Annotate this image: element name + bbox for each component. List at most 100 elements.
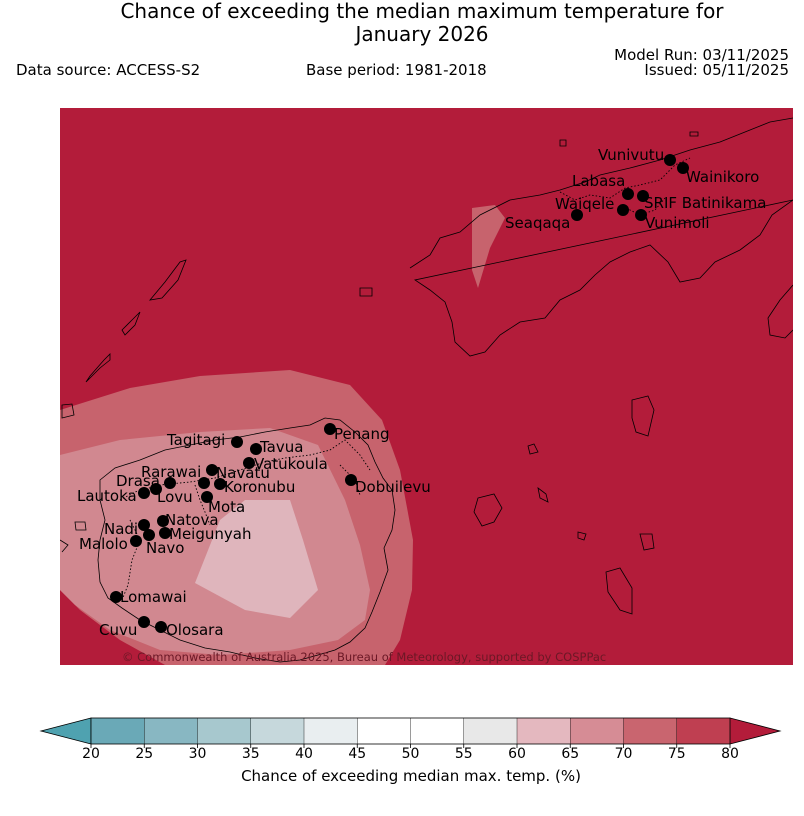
colorbar-bin [250,718,305,744]
station-rarawai[interactable]: Rarawai [141,463,210,489]
station-lomawai[interactable]: Lomawai [110,588,187,606]
colorbar: 20 25 30 35 40 45 50 55 60 65 70 75 80 Chance of exc… [39,717,782,785]
station-vunimoli[interactable]: Vunimoli [635,209,710,232]
station-koronubu[interactable]: Koronubu [214,478,295,496]
station-label: Waiqele [555,195,614,213]
station-marker [324,423,336,435]
station-waiqele[interactable]: Waiqele [555,195,629,216]
station-markers: Vunivutu Wainikoro Labasa Waiqele SRIF B… [77,146,766,639]
station-label: Seaqaqa [505,214,570,232]
station-vunivutu[interactable]: Vunivutu [598,146,676,166]
station-marker [138,616,150,628]
copyright-notice: © Commonwealth of Australia 2025, Bureau… [122,650,606,664]
colorbar-tick-label: 50 [402,746,420,762]
station-drasa[interactable]: Drasa [116,472,176,490]
station-marker [250,443,262,455]
colorbar-bin [676,718,731,744]
probability-field-70-75-north [472,205,505,288]
station-label: Lovu [157,488,193,506]
station-label: Rarawai [141,463,201,481]
station-label: Labasa [572,172,625,190]
station-marker [143,529,155,541]
model-run: Model Run: 03/11/2025 [614,46,789,64]
issued-date: Issued: 05/11/2025 [644,61,789,79]
station-marker [345,474,357,486]
station-navo[interactable]: Navo [143,529,184,557]
station-label: Dobuilevu [355,478,431,496]
colorbar-tick-label: 75 [668,746,686,762]
colorbar-tick-label: 20 [82,746,100,762]
station-label: Meigunyah [169,525,251,543]
station-marker [231,436,243,448]
station-marker [198,477,210,489]
station-label: Nadi [104,520,138,538]
station-navatu[interactable]: Navatu [206,464,270,482]
station-label: Drasa [116,472,160,490]
data-source: Data source: ACCESS-S2 [16,61,201,79]
colorbar-tick-label: 30 [189,746,207,762]
station-marker [150,483,162,495]
base-period: Base period: 1981-2018 [306,61,487,79]
station-label: Navo [146,539,184,557]
station-seaqaqa[interactable]: Seaqaqa [505,209,583,232]
station-marker [664,154,676,166]
station-label: Lautoka [77,487,137,505]
station-lautoka[interactable]: Lautoka [77,487,150,505]
colorbar-tick-label: 45 [348,746,366,762]
station-marker [206,464,218,476]
station-label: Vatukoula [254,455,328,473]
station-lovu[interactable]: Lovu [150,483,193,506]
station-marker [155,621,167,633]
station-natova[interactable]: Natova [157,511,219,529]
station-dobuilevu[interactable]: Dobuilevu [345,474,431,496]
station-label: Vunimoli [645,214,710,232]
map-title: Chance of exceeding the median maximum t… [0,0,804,46]
station-srif-batinikama[interactable]: SRIF Batinikama [637,190,766,212]
station-marker [622,188,634,200]
station-marker [164,477,176,489]
colorbar-bin [357,718,411,744]
station-marker [243,457,255,469]
colorbar-bin [304,718,358,744]
station-marker [138,487,150,499]
station-marker [571,209,583,221]
station-label: Wainikoro [686,168,759,186]
station-label: Vunivutu [598,146,664,164]
colorbar-tick-label: 80 [721,746,739,762]
station-nadi[interactable]: Nadi [104,519,150,538]
station-labasa[interactable]: Labasa [572,172,634,200]
station-cuvu[interactable]: Cuvu [99,616,150,639]
colorbar-bin [623,718,678,744]
station-marker [214,478,226,490]
colorbar-tick-label: 35 [242,746,260,762]
colorbar-bin [410,718,465,744]
colorbar-bin [144,718,198,744]
colorbar-bin [91,718,145,744]
station-meigunyah[interactable]: Meigunyah [159,525,251,543]
station-label: Penang [334,425,389,443]
station-malolo[interactable]: Malolo [79,535,142,553]
colorbar-bins [91,718,731,744]
station-tagitagi[interactable]: Tagitagi [166,431,243,449]
station-marker [157,515,169,527]
station-marker [635,209,647,221]
station-marker [138,519,150,531]
station-vatukoula[interactable]: Vatukoula [243,455,328,473]
title-line-1: Chance of exceeding the median maximum t… [120,0,724,23]
colorbar-bin [570,718,624,744]
colorbar-tick-label: 70 [615,746,633,762]
station-marker [677,162,689,174]
colorbar-label: Chance of exceeding median max. temp. (%… [241,767,581,785]
station-marker [130,535,142,547]
station-marker [110,591,122,603]
station-label: Lomawai [120,588,187,606]
colorbar-under-arrow [39,717,92,745]
station-label: Koronubu [224,478,295,496]
station-tavua[interactable]: Tavua [250,438,303,456]
title-line-2: January 2026 [355,22,489,46]
station-wainikoro[interactable]: Wainikoro [677,162,759,186]
station-mota[interactable]: Mota [201,491,245,516]
colorbar-over-arrow [729,717,782,745]
station-olosara[interactable]: Olosara [155,621,224,639]
station-penang[interactable]: Penang [324,423,389,443]
